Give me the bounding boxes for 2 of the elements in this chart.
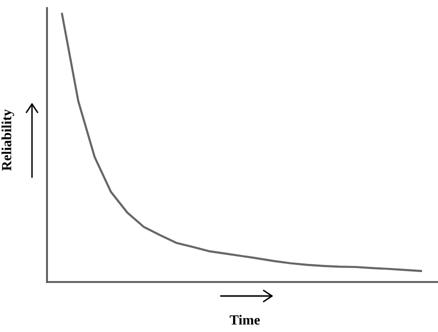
- x-axis-title: Time: [230, 314, 260, 325]
- y-axis-title: Reliability: [2, 109, 14, 171]
